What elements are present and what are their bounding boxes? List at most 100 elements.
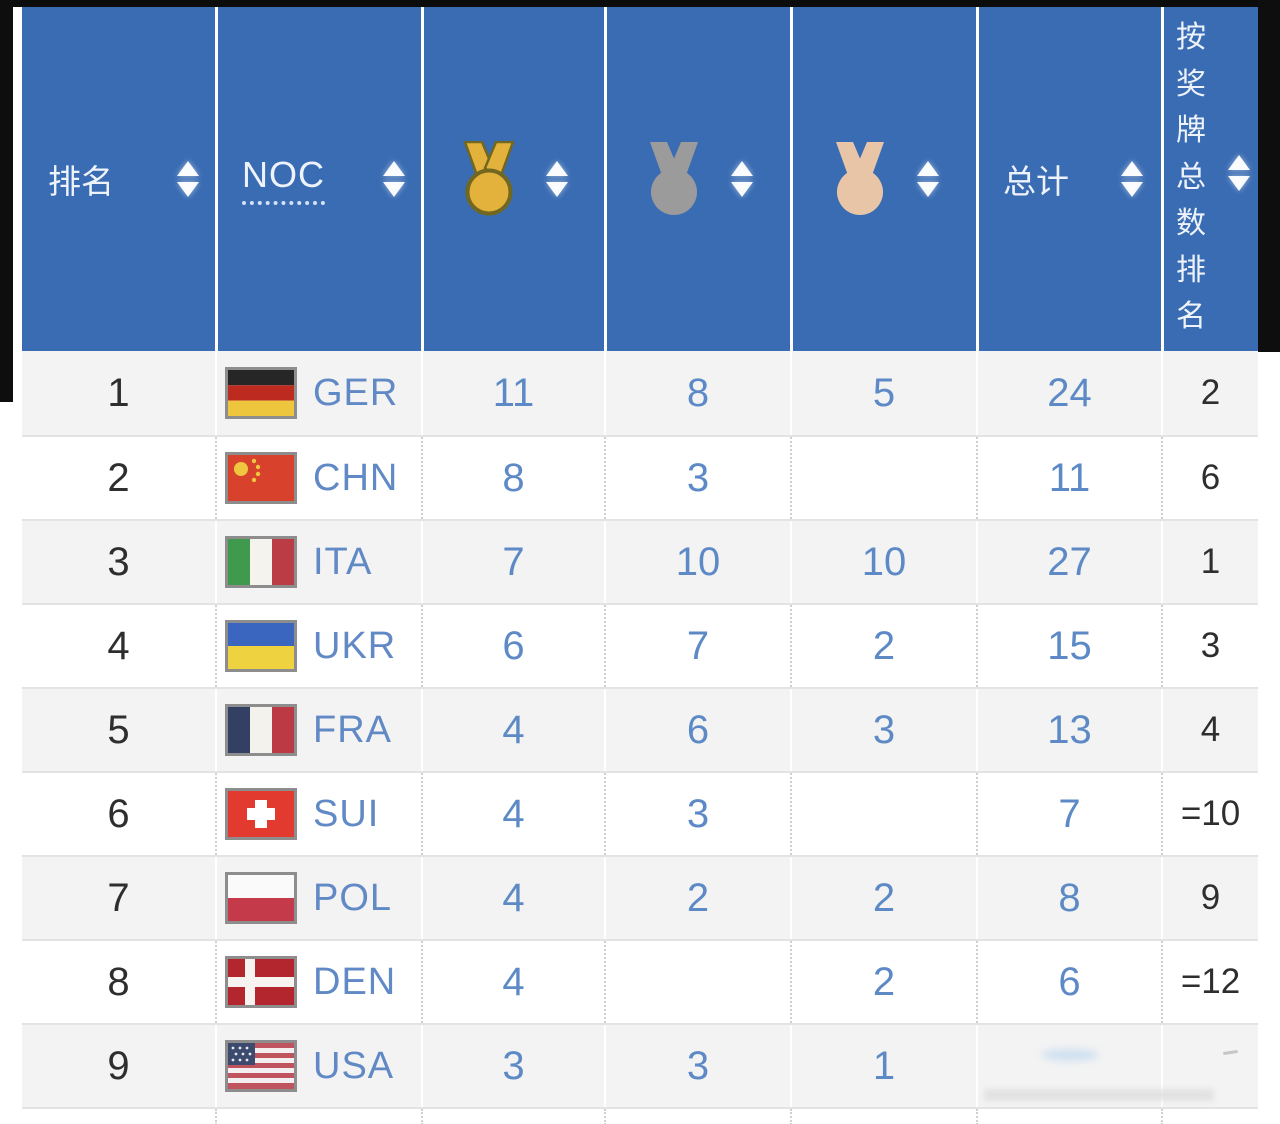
silver-count: 3 bbox=[686, 791, 710, 836]
medal-table: 排名 NOC bbox=[22, 7, 1258, 1124]
total-count: 13 bbox=[1047, 707, 1092, 752]
column-header-bronze[interactable] bbox=[790, 7, 976, 351]
gold-count: 4 bbox=[502, 707, 525, 752]
flag-fra-icon bbox=[225, 704, 297, 756]
table-row-fra: 5 FRA 4 6 3 13 4 bbox=[22, 687, 1258, 771]
noc-cell: POL bbox=[215, 857, 421, 939]
total-count: 7 bbox=[1058, 791, 1081, 836]
gold-count: 4 bbox=[502, 791, 525, 836]
gold-medal-icon bbox=[463, 141, 515, 216]
total-rank-cell: 2 bbox=[1161, 351, 1258, 435]
noc-code-link[interactable]: GER bbox=[313, 371, 399, 414]
bronze-count: 2 bbox=[872, 875, 896, 920]
silver-medal-icon bbox=[649, 142, 698, 215]
noc-code-link[interactable]: SUI bbox=[313, 792, 380, 835]
column-header-noc[interactable]: NOC bbox=[215, 7, 421, 351]
rank-cell: 5 bbox=[107, 707, 130, 752]
noc-code-link[interactable]: FRA bbox=[313, 708, 392, 751]
noc-cell: FRA bbox=[215, 689, 421, 771]
gold-count: 7 bbox=[502, 539, 525, 584]
noc-cell: USA bbox=[215, 1025, 421, 1107]
rank-header-label: 排名 bbox=[48, 163, 114, 200]
table-row-ger: 1 GER 11 8 5 24 2 bbox=[22, 351, 1258, 435]
noc-code-link[interactable]: ITA bbox=[313, 540, 373, 583]
silver-count: 8 bbox=[686, 370, 710, 415]
noc-cell: SUI bbox=[215, 773, 421, 855]
right-letterbox-bar bbox=[1258, 0, 1280, 352]
noc-code-link[interactable]: CHN bbox=[313, 456, 399, 499]
sort-arrows-icon bbox=[546, 161, 568, 197]
bronze-count: 1 bbox=[872, 1043, 896, 1088]
column-header-total[interactable]: 总计 bbox=[976, 7, 1161, 351]
gold-count: 4 bbox=[502, 875, 525, 920]
total-count: 27 bbox=[1047, 539, 1092, 584]
flag-pol-icon bbox=[225, 872, 297, 924]
column-header-gold[interactable] bbox=[421, 7, 604, 351]
column-header-silver[interactable] bbox=[604, 7, 790, 351]
flag-den-icon bbox=[225, 956, 297, 1008]
noc-header-label: NOC bbox=[242, 154, 325, 205]
table-row-chn: 2 CHN 8 3 11 6 bbox=[22, 435, 1258, 519]
left-letterbox-bar bbox=[0, 0, 13, 402]
total-rank-cell: 3 bbox=[1161, 605, 1258, 687]
faint-dash-mark bbox=[1222, 1049, 1239, 1056]
bronze-count: 3 bbox=[872, 707, 896, 752]
top-letterbox-bar bbox=[0, 0, 1280, 7]
sort-arrows-icon bbox=[730, 161, 753, 197]
flag-sui-icon bbox=[225, 788, 297, 840]
total-count: 24 bbox=[1047, 370, 1092, 415]
total-count: 6 bbox=[1058, 959, 1081, 1004]
sort-arrows-icon bbox=[383, 161, 405, 197]
table-row-usa: 9 bbox=[22, 1023, 1258, 1107]
gold-count: 6 bbox=[502, 623, 525, 668]
total-rank-cell: 9 bbox=[1161, 857, 1258, 939]
total-rank-cell: =10 bbox=[1161, 773, 1258, 855]
rank-cell: 3 bbox=[107, 539, 130, 584]
column-header-rank[interactable]: 排名 bbox=[22, 7, 215, 351]
bronze-count: 2 bbox=[872, 623, 896, 668]
noc-code-link[interactable]: POL bbox=[313, 876, 393, 919]
table-row-partial bbox=[22, 1107, 1258, 1124]
gold-count: 11 bbox=[492, 370, 535, 415]
total-rank-header-label: 按奖牌总数排名 bbox=[1176, 21, 1208, 333]
total-count: 15 bbox=[1047, 623, 1092, 668]
noc-code-link[interactable]: USA bbox=[313, 1044, 395, 1087]
noc-cell: DEN bbox=[215, 941, 421, 1023]
flag-chn-icon bbox=[225, 452, 297, 504]
bronze-medal-icon bbox=[835, 142, 884, 215]
total-header-label: 总计 bbox=[1003, 163, 1069, 200]
gold-count: 3 bbox=[502, 1043, 525, 1088]
rank-cell: 2 bbox=[107, 455, 130, 500]
silver-count: 3 bbox=[686, 455, 710, 500]
table-body: 1 GER 11 8 5 24 2 2 bbox=[22, 351, 1258, 1124]
sort-arrows-icon bbox=[1121, 161, 1143, 197]
sort-arrows-icon bbox=[1228, 155, 1250, 191]
flag-ger-icon bbox=[225, 367, 297, 419]
flag-ukr-icon bbox=[225, 620, 297, 672]
gold-count: 4 bbox=[502, 959, 525, 1004]
table-row-ita: 3 ITA 7 10 10 27 1 bbox=[22, 519, 1258, 603]
rank-cell: 8 bbox=[107, 959, 130, 1004]
table-row-sui: 6 SUI 4 3 7 =10 bbox=[22, 771, 1258, 855]
table-row-pol: 7 POL 4 2 2 8 9 bbox=[22, 855, 1258, 939]
silver-count: 7 bbox=[686, 623, 710, 668]
total-rank-cell bbox=[1161, 1025, 1258, 1107]
blurred-band-smudge bbox=[984, 1089, 1214, 1101]
total-rank-cell: 1 bbox=[1161, 521, 1258, 603]
flag-ita-icon bbox=[225, 536, 297, 588]
noc-cell: GER bbox=[215, 351, 421, 435]
rank-cell: 7 bbox=[107, 875, 130, 920]
blurred-value-smudge bbox=[1040, 1049, 1099, 1061]
rank-cell: 6 bbox=[107, 791, 130, 836]
total-rank-cell: 4 bbox=[1161, 689, 1258, 771]
sort-arrows-icon bbox=[177, 161, 199, 197]
column-header-total-rank[interactable]: 按奖牌总数排名 bbox=[1161, 7, 1258, 351]
noc-code-link[interactable]: DEN bbox=[313, 960, 397, 1003]
total-rank-cell: 6 bbox=[1161, 437, 1258, 519]
rank-cell: 1 bbox=[107, 370, 130, 415]
bronze-count: 10 bbox=[861, 539, 907, 584]
silver-count: 10 bbox=[675, 539, 721, 584]
sort-arrows-icon bbox=[916, 161, 939, 197]
total-count: 8 bbox=[1058, 875, 1081, 920]
noc-code-link[interactable]: UKR bbox=[313, 624, 397, 667]
